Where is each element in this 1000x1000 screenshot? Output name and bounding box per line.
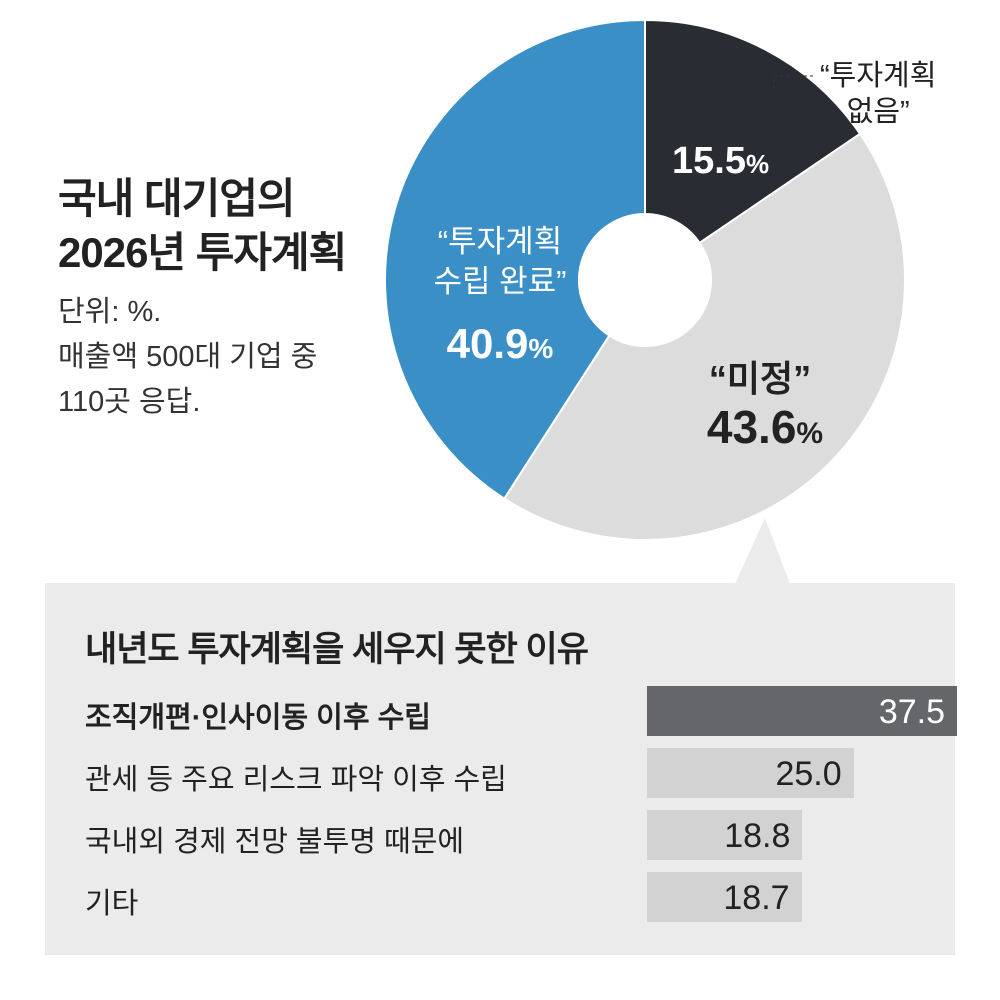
title-line: 2026년 투자계획 <box>58 229 347 276</box>
bar-value: 25.0 <box>775 755 842 793</box>
value: 40.9 <box>446 320 529 367</box>
label-line: “투자계획 <box>820 60 937 92</box>
bar-row: 관세 등 주요 리스크 파악 이후 수립 25.0 <box>85 748 955 798</box>
unit-note: 단위: %. 매출액 500대 기업 중 110곳 응답. <box>58 290 317 425</box>
value: 15.5 <box>672 140 746 182</box>
label-line: 수립 완료” <box>433 264 567 299</box>
note-line: 110곳 응답. <box>58 386 201 418</box>
bar-label: 국내외 경제 전망 불투명 때문에 <box>85 826 465 858</box>
bar-label: 관세 등 주요 리스크 파악 이후 수립 <box>85 764 507 796</box>
bar-label: 기타 <box>85 888 139 920</box>
bar: 18.8 <box>647 810 803 860</box>
donut-slice-1 <box>502 132 906 541</box>
donut-chart <box>384 18 906 541</box>
callout-pointer <box>735 518 790 584</box>
note-line: 단위: %. <box>58 296 162 328</box>
leader-line <box>773 75 816 88</box>
bar-label: 조직개편·인사이동 이후 수립 <box>85 702 431 734</box>
bar-value: 37.5 <box>878 693 945 731</box>
label-line: “투자계획 <box>437 224 563 259</box>
chart-title: 국내 대기업의 2026년 투자계획 <box>58 172 347 280</box>
bar: 25.0 <box>647 748 854 798</box>
slice-label-no-plan: “투자계획 없음” <box>820 58 936 130</box>
slice-label-done: “투자계획 수립 완료” <box>410 222 590 302</box>
bar-chart-title: 내년도 투자계획을 세우지 못한 이유 <box>85 630 589 669</box>
percent: % <box>796 417 824 450</box>
label-line: 없음” <box>846 96 910 128</box>
slice-value-undecided: 43.6% <box>690 400 840 454</box>
reasons-panel: 내년도 투자계획을 세우지 못한 이유 조직개편·인사이동 이후 수립 37.5 관… <box>45 583 957 955</box>
bar-row: 국내외 경제 전망 불투명 때문에 18.8 <box>85 810 955 860</box>
percent: % <box>745 149 770 179</box>
slice-value-no-plan: 15.5% <box>672 140 769 183</box>
bar: 37.5 <box>647 686 957 736</box>
bar-row: 조직개편·인사이동 이후 수립 37.5 <box>85 686 957 736</box>
value: 43.6 <box>706 401 797 453</box>
note-line: 매출액 500대 기업 중 <box>58 341 318 373</box>
title-line: 국내 대기업의 <box>58 175 296 222</box>
bar: 18.7 <box>647 872 802 922</box>
donut-slice-2 <box>384 18 646 501</box>
bar-value: 18.8 <box>724 817 791 855</box>
donut-slice-0 <box>644 18 862 245</box>
percent: % <box>528 333 554 364</box>
bar-row: 기타 18.7 <box>85 872 955 922</box>
slice-value-done: 40.9% <box>430 320 570 368</box>
slice-label-undecided: “미정” <box>708 358 812 399</box>
bar-value: 18.7 <box>723 879 790 917</box>
